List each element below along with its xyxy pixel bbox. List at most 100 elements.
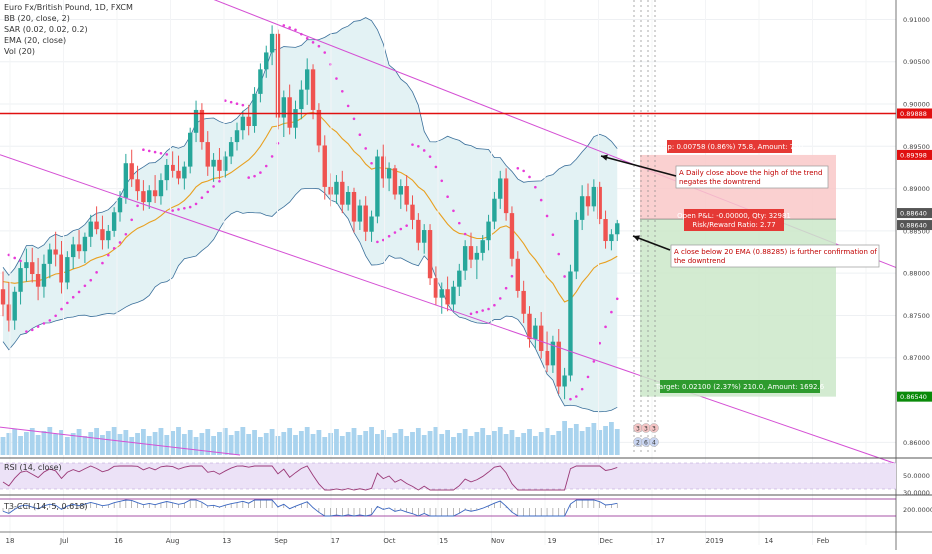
candle (111, 207, 117, 237)
sar-dot (36, 325, 40, 328)
volume-bar (111, 427, 117, 455)
candle (240, 110, 246, 140)
sar-dot (282, 24, 286, 27)
candle-body (521, 290, 526, 314)
volume-bar (345, 432, 351, 455)
candle (82, 232, 88, 264)
candle (515, 251, 520, 298)
volume-bar (0, 437, 6, 455)
candle-body (24, 262, 29, 269)
candle (76, 230, 82, 259)
cci-label: T3-CCI (14, 5, 0.618) (4, 502, 88, 511)
candle-body (117, 197, 123, 213)
volume-bar (398, 429, 404, 455)
sar-dot (130, 218, 133, 222)
volume-bar (515, 437, 521, 455)
sar-dot (440, 179, 444, 183)
candle (0, 271, 6, 317)
sar-dot (411, 143, 414, 146)
candle-body (246, 116, 251, 127)
candle (351, 187, 357, 233)
sar-dot (381, 238, 385, 242)
candle-body (12, 291, 17, 321)
candle-body (76, 244, 82, 252)
sar-dot (194, 202, 198, 206)
sar-dot (551, 233, 555, 236)
candle-body (170, 164, 175, 171)
volume-bar (579, 431, 585, 455)
candle (445, 276, 450, 312)
note-negation: A Daily close above the high of the tren… (675, 165, 829, 189)
sar-dot (598, 341, 601, 345)
candle-body (310, 69, 316, 110)
candle (287, 84, 292, 135)
volume-bar (316, 430, 322, 455)
volume-bar (100, 435, 105, 455)
volume-bar (363, 431, 369, 455)
candle-body (47, 249, 52, 264)
sar-dot (264, 164, 268, 168)
candle (147, 185, 152, 209)
sar-dot (557, 252, 561, 256)
price-tick: 0.86000 (903, 439, 930, 447)
candle (12, 286, 17, 330)
volume-bar (211, 436, 216, 455)
volume-bar (339, 436, 345, 455)
candle-body (111, 212, 117, 231)
candle-body (205, 142, 210, 167)
volume-bar (47, 427, 53, 455)
sar-dot (177, 208, 180, 211)
candle (41, 254, 47, 298)
candle-body (234, 130, 240, 143)
volume-bar (158, 428, 164, 455)
candle-body (462, 246, 468, 271)
sar-dot (469, 312, 473, 316)
sar-dot (235, 102, 239, 105)
rsi-tick: 30.0000 (903, 489, 930, 497)
candle-body (211, 159, 216, 167)
volume-bar (562, 421, 567, 455)
sar-dot (610, 310, 613, 314)
candle (521, 280, 526, 324)
event-mark-label: 3 (644, 426, 648, 433)
note-confirmation-bg (670, 244, 880, 268)
candle (193, 100, 199, 143)
volume-bar (146, 436, 152, 455)
volume-bar (129, 437, 135, 455)
volume-bar (568, 428, 573, 455)
sar-dot (118, 241, 122, 244)
candle-body (416, 219, 421, 243)
volume-bar (351, 428, 357, 455)
candle-body (556, 341, 561, 387)
price-tick: 0.87500 (903, 312, 930, 320)
volume-bar (258, 437, 263, 455)
volume-bar (421, 435, 427, 455)
sar-dot (54, 314, 57, 318)
candle-body (509, 213, 515, 259)
candle (492, 191, 497, 230)
pnl-label-bg (684, 209, 784, 231)
sar-dot (341, 90, 344, 93)
price-badge (897, 208, 932, 219)
sar-dot (288, 26, 291, 29)
sar-dot (30, 328, 34, 332)
event-mark-label: 3 (636, 426, 640, 433)
candle-body (269, 33, 275, 53)
sar-dot (563, 275, 566, 278)
candle-body (480, 240, 485, 253)
sar-dot (60, 307, 63, 311)
sar-dot (171, 209, 174, 212)
candle (217, 148, 222, 180)
sar-dot (446, 195, 449, 199)
candle (334, 175, 339, 204)
target-label-bg (660, 380, 820, 393)
volume-bar (433, 427, 439, 455)
sar-dot (534, 185, 537, 189)
cci-pane: 200.0000 (0, 494, 932, 517)
volume-bar (486, 435, 491, 455)
volume-bar (503, 434, 509, 455)
candle (340, 170, 345, 214)
volume-bar (41, 431, 47, 455)
candle (129, 149, 134, 187)
